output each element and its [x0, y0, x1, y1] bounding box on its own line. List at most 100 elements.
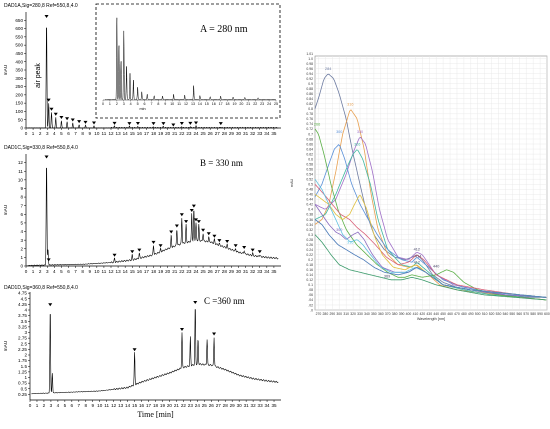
peak-marker [250, 248, 255, 252]
inset-x-tick-label: 5 [137, 102, 139, 106]
y-tick-label: 0.8 [308, 107, 313, 111]
x-tick-label: 590 [537, 312, 543, 316]
chromatogram-360nm-plot: DAD1D,Sig=360,8 Ref=550,8,4.0 0.250.50.75… [3, 285, 281, 419]
peak-marker [44, 14, 49, 18]
x-tick-label: 1 [36, 403, 39, 408]
y-tick-label: 0.72 [306, 127, 313, 131]
y-tick-label: 650 [15, 18, 23, 23]
peak-marker [257, 250, 262, 254]
peak-wavelength-label: 440 [433, 265, 439, 269]
y-axis-label: mAU [3, 64, 9, 75]
x-tick-label: 25 [201, 131, 207, 136]
y-axis-label: mAU [3, 204, 9, 215]
x-tick-label: 22 [179, 269, 185, 274]
peak-wavelength-label: 316 [347, 241, 353, 245]
y-tick-label: 3 [20, 238, 23, 243]
y-tick-label: 0.56 [306, 167, 313, 171]
x-tick-label: 340 [364, 312, 370, 316]
x-tick-label: 17 [144, 269, 150, 274]
y-tick-label: 350 [15, 68, 23, 73]
chart-header: DAD1C,Sig=330,8 Ref=550,8,4.0 [4, 145, 78, 151]
y-tick-label: 0.22 [306, 253, 313, 257]
y-tick-label: 0.2 [308, 258, 313, 262]
x-tick-label: 11 [104, 403, 109, 408]
x-tick-label: 350 [371, 312, 377, 316]
x-tick-label: 380 [392, 312, 398, 316]
y-tick-label: 450 [15, 51, 23, 56]
peak-marker [92, 121, 96, 125]
y-tick-label: .0 [310, 308, 313, 312]
x-tick-label: 23 [188, 403, 194, 408]
peak-wavelength-label: 412 [414, 261, 420, 265]
peak-marker [184, 220, 189, 224]
x-axis-label: Time [min] [137, 410, 174, 419]
y-tick-label: 2.5 [21, 341, 28, 346]
inset-frame [95, 3, 281, 119]
y-tick-label: 2 [24, 353, 27, 358]
x-tick-label: 13 [116, 269, 122, 274]
chromatogram-330nm-plot: DAD1C,Sig=330,8 Ref=550,8,4.001234567891… [3, 145, 281, 274]
x-tick-label: 31 [243, 269, 249, 274]
x-tick-label: 26 [208, 131, 214, 136]
x-tick-label: 34 [264, 403, 270, 408]
peak-marker [217, 239, 222, 243]
x-tick-label: 3 [50, 403, 53, 408]
x-tick-label: 6 [71, 403, 74, 408]
y-tick-label: 250 [15, 84, 23, 89]
y-tick-label: 0.44 [306, 198, 313, 202]
x-tick-label: 35 [271, 131, 277, 136]
peak-marker [194, 218, 198, 222]
x-tick-label: 5 [60, 131, 63, 136]
inset-x-tick-label: 3 [123, 102, 125, 106]
inset-x-tick-label: 19 [232, 102, 236, 106]
x-tick-label: 540 [503, 312, 509, 316]
y-tick-label: 12 [18, 160, 24, 165]
uv-spectra-chart: .0.02.04.06.08 0.1 0.12 0.14 0.16 0.18 0.2 0.22… [285, 44, 550, 334]
y-tick-label: 0.86 [306, 92, 313, 96]
x-tick-label: 450 [440, 312, 446, 316]
y-tick-label: 0.88 [306, 87, 313, 91]
x-tick-label: 29 [229, 131, 235, 136]
x-tick-label: 600 [544, 312, 550, 316]
x-tick-label: 26 [209, 403, 215, 408]
x-tick-label: 31 [243, 131, 249, 136]
y-tick-label: 0.98 [306, 62, 313, 66]
peak-marker [49, 107, 54, 111]
peak-marker [83, 120, 88, 124]
x-tick-label: 490 [468, 312, 474, 316]
inset-x-tick-label: 21 [246, 102, 250, 106]
x-tick-label: 27 [215, 269, 221, 274]
chromatogram-trace [27, 167, 279, 266]
peak-marker [158, 244, 163, 248]
x-tick-label: 29 [230, 403, 236, 408]
x-tick-label: 460 [447, 312, 453, 316]
x-tick-label: 7 [74, 269, 77, 274]
peak-marker [171, 123, 176, 127]
x-tick-label: 35 [271, 269, 277, 274]
x-tick-label: 20 [167, 403, 173, 408]
x-tick-label: 33 [258, 403, 264, 408]
x-tick-label: 5 [64, 403, 67, 408]
y-tick-label: 0.25 [18, 392, 27, 397]
peak-marker [137, 248, 142, 252]
x-tick-label: 3 [46, 131, 49, 136]
inset-x-tick-label: 15 [205, 102, 209, 106]
y-tick-label: 8 [20, 195, 23, 200]
x-tick-label: 7 [78, 403, 81, 408]
peak-marker [233, 244, 238, 248]
x-tick-label: 10 [97, 403, 103, 408]
y-tick-label: 1 [24, 375, 27, 380]
peak-marker [218, 122, 223, 126]
x-tick-label: 16 [137, 269, 143, 274]
peak-wavelength-label: 316 [347, 102, 353, 106]
x-tick-label: 23 [186, 131, 192, 136]
y-tick-label: 0.76 [306, 117, 313, 121]
x-tick-label: 19 [158, 131, 164, 136]
y-tick-label: 0.5 [308, 183, 313, 187]
inset-x-tick-label: 22 [253, 102, 257, 106]
y-tick-label: 0.46 [306, 193, 313, 197]
x-tick-label: 21 [172, 269, 178, 274]
y-tick-label: 6 [20, 212, 23, 217]
x-tick-label: 32 [250, 131, 256, 136]
x-tick-label: 27 [216, 403, 222, 408]
